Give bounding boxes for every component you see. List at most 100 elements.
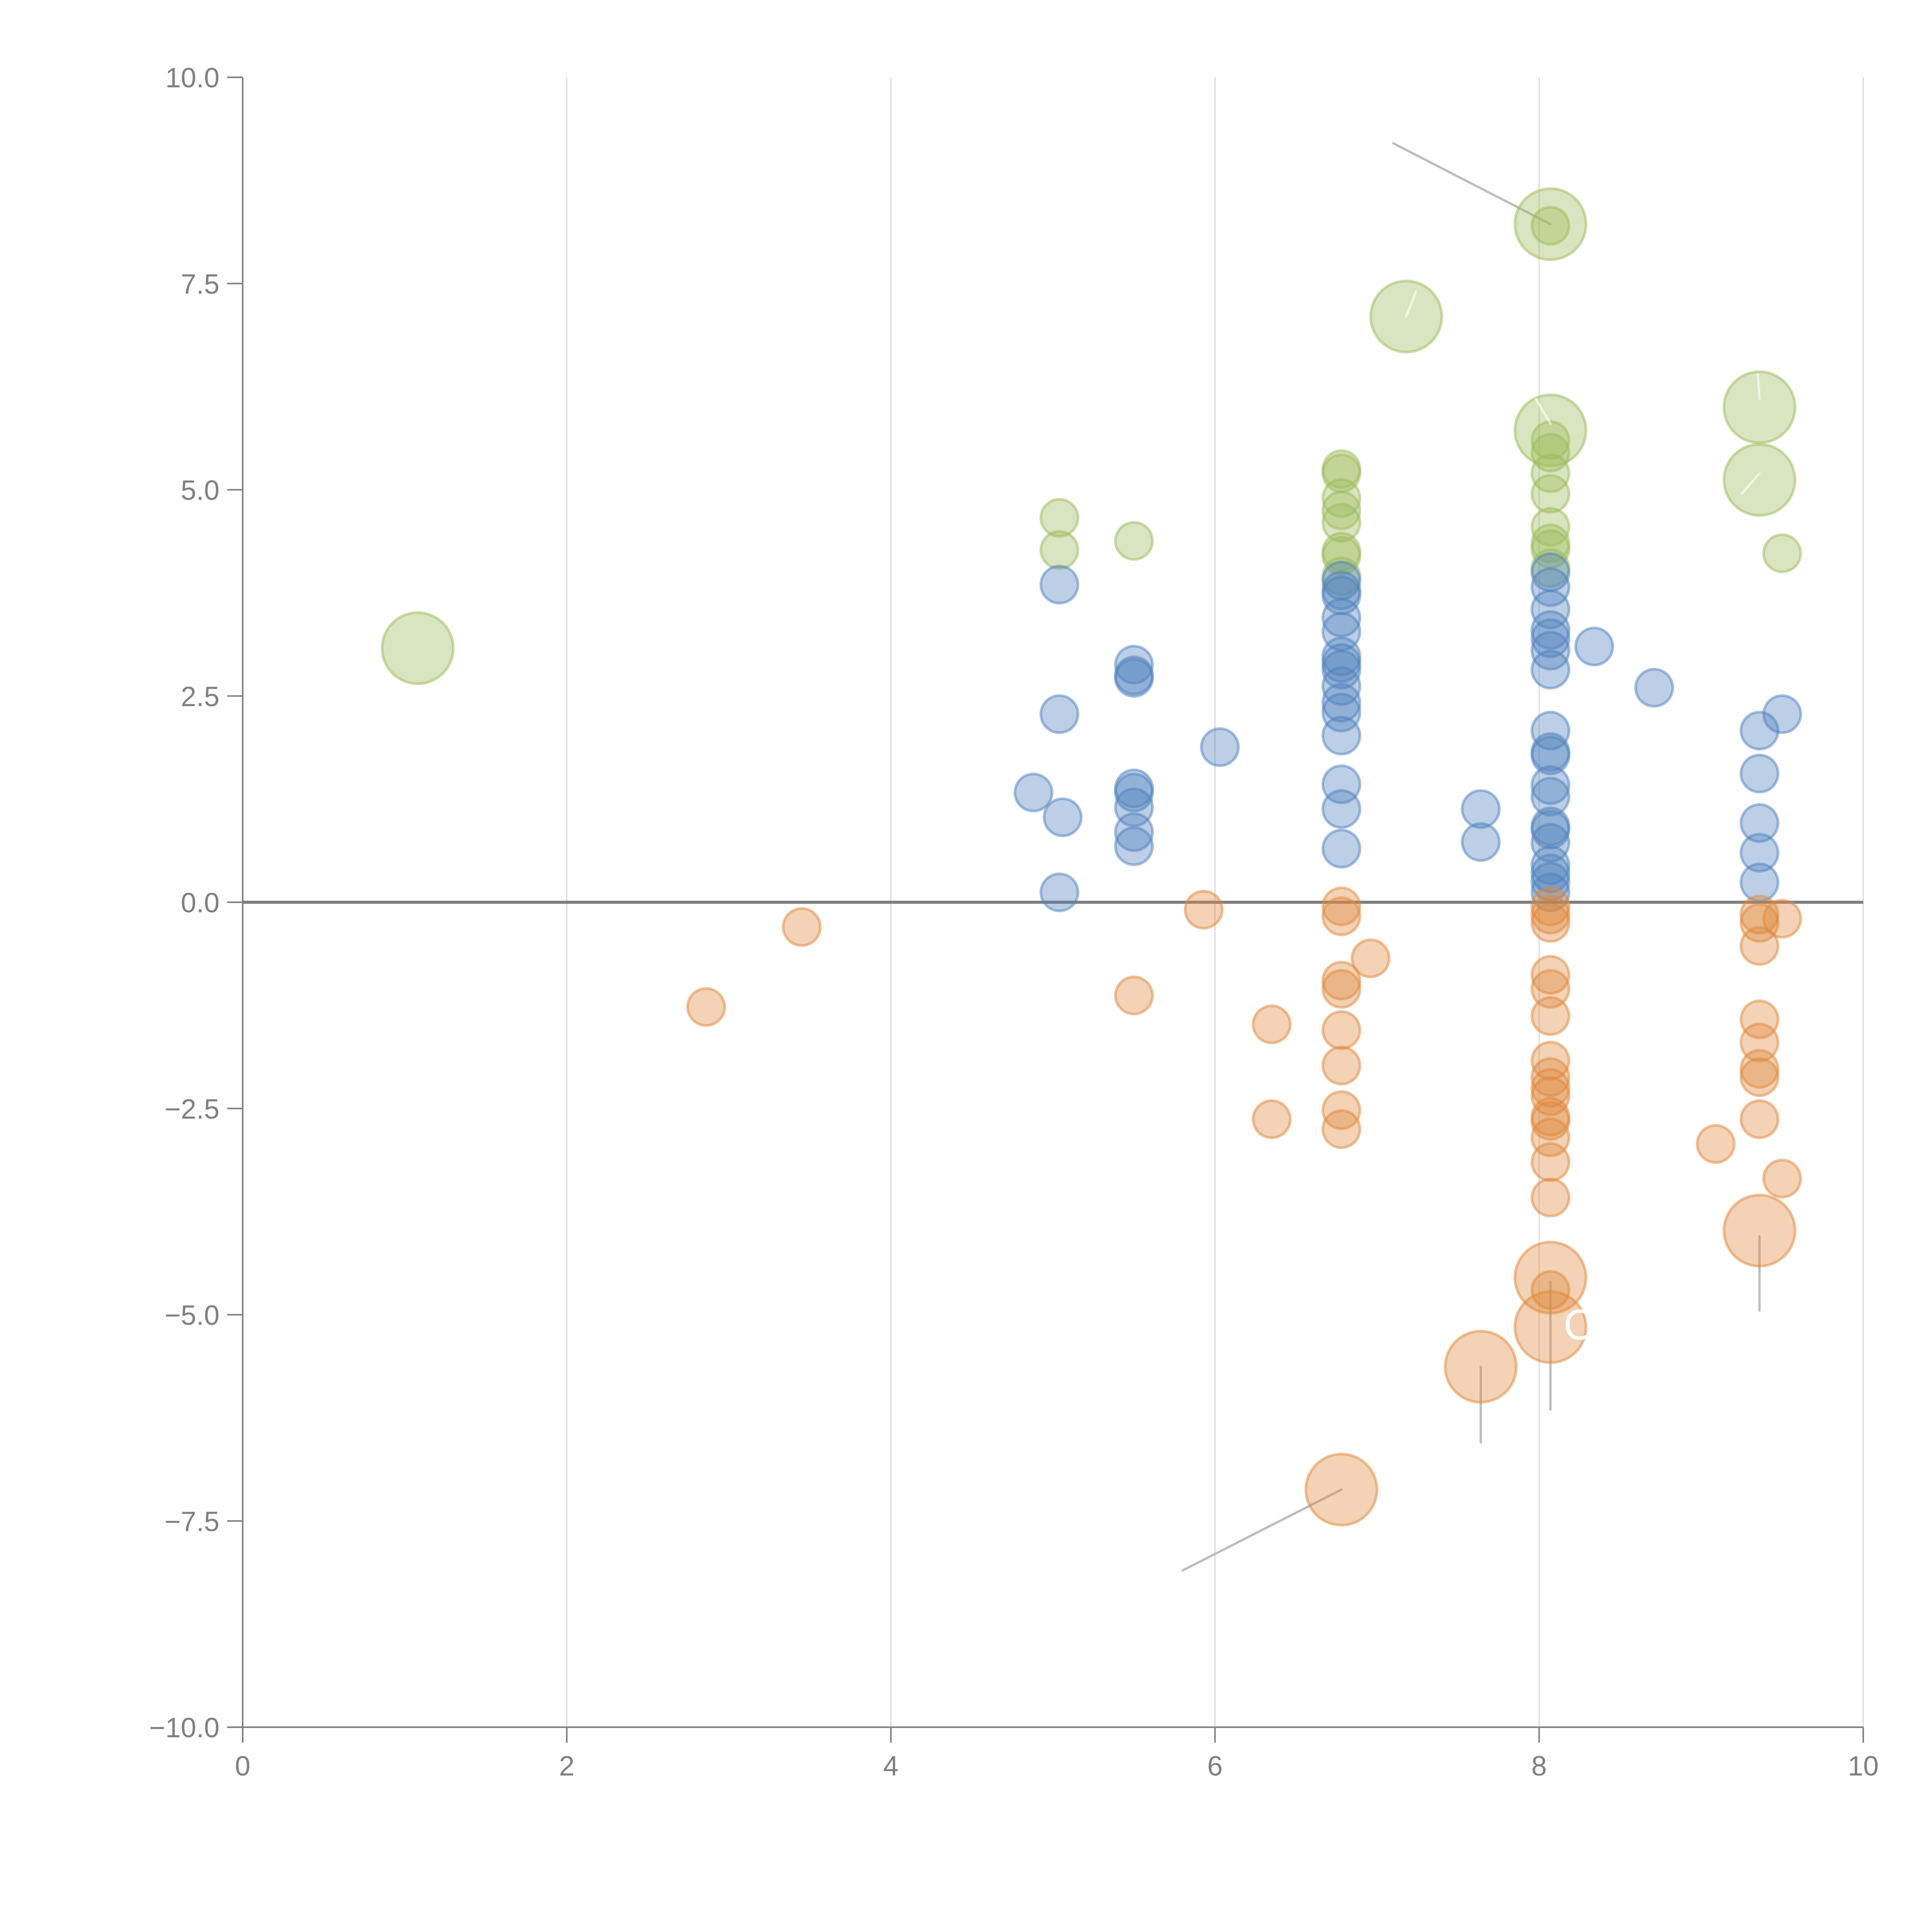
data-point-blue[interactable] bbox=[1114, 658, 1154, 698]
data-point-blue[interactable] bbox=[1321, 789, 1362, 829]
y-tick-label: 10.0 bbox=[165, 63, 219, 94]
data-point-orange[interactable] bbox=[1531, 1101, 1571, 1141]
data-point-orange[interactable] bbox=[1444, 1330, 1518, 1404]
data-point-blue[interactable] bbox=[1114, 645, 1154, 685]
data-point-orange[interactable] bbox=[1321, 969, 1362, 1009]
data-point-blue[interactable] bbox=[1531, 810, 1571, 850]
data-point-green[interactable] bbox=[1321, 490, 1362, 531]
data-point-orange[interactable] bbox=[1184, 889, 1224, 930]
data-point-orange[interactable] bbox=[1252, 1099, 1292, 1139]
data-point-blue[interactable] bbox=[1114, 826, 1154, 866]
data-point-green[interactable] bbox=[1762, 533, 1802, 573]
data-point-blue[interactable] bbox=[1039, 565, 1080, 605]
data-point-blue[interactable] bbox=[1321, 597, 1362, 638]
data-point-blue[interactable] bbox=[1740, 711, 1780, 751]
data-point-green[interactable] bbox=[1114, 521, 1154, 561]
data-point-blue[interactable] bbox=[1321, 692, 1362, 733]
leader-line bbox=[1405, 291, 1417, 318]
data-point-orange[interactable] bbox=[1514, 1290, 1588, 1364]
data-point-orange[interactable] bbox=[1531, 1142, 1571, 1182]
data-point-orange[interactable] bbox=[1723, 1194, 1797, 1268]
data-point-orange[interactable] bbox=[1531, 903, 1571, 943]
data-point-blue[interactable] bbox=[1762, 694, 1802, 734]
data-point-blue[interactable] bbox=[1039, 694, 1080, 734]
data-point-green[interactable] bbox=[1531, 206, 1571, 246]
y-tick-label: −7.5 bbox=[165, 1506, 219, 1537]
data-point-blue[interactable] bbox=[1321, 716, 1362, 756]
data-point-orange[interactable] bbox=[1304, 1452, 1379, 1527]
data-point-blue[interactable] bbox=[1531, 765, 1571, 805]
x-tick-label: 6 bbox=[1207, 1751, 1223, 1782]
annotations: C bbox=[1405, 291, 1761, 1349]
data-point-blue[interactable] bbox=[1531, 589, 1571, 629]
data-point-orange[interactable] bbox=[1740, 1057, 1780, 1097]
data-point-green[interactable] bbox=[1531, 432, 1571, 473]
data-point-blue[interactable] bbox=[1531, 777, 1571, 817]
data-point-blue[interactable] bbox=[1531, 650, 1571, 690]
x-tick-label: 2 bbox=[559, 1751, 575, 1782]
data-point-orange[interactable] bbox=[1762, 1158, 1802, 1199]
data-point-green[interactable] bbox=[1531, 453, 1571, 493]
data-point-blue[interactable] bbox=[1043, 797, 1083, 837]
data-point-orange[interactable] bbox=[1531, 969, 1571, 1009]
data-point-orange[interactable] bbox=[1321, 1109, 1362, 1149]
data-points bbox=[381, 187, 1802, 1527]
data-point-green[interactable] bbox=[1531, 507, 1571, 547]
data-point-blue[interactable] bbox=[1200, 727, 1240, 767]
data-point-green[interactable] bbox=[1039, 530, 1080, 570]
data-point-blue[interactable] bbox=[1014, 772, 1054, 813]
data-point-orange[interactable] bbox=[1321, 886, 1362, 927]
data-point-blue[interactable] bbox=[1114, 812, 1154, 852]
data-point-orange[interactable] bbox=[782, 907, 822, 947]
data-point-orange[interactable] bbox=[1531, 1041, 1571, 1081]
data-point-blue[interactable] bbox=[1740, 803, 1780, 843]
series-blue bbox=[1014, 552, 1802, 912]
data-point-blue[interactable] bbox=[1321, 650, 1362, 690]
data-point-orange[interactable] bbox=[1531, 1177, 1571, 1218]
data-point-green[interactable] bbox=[1514, 187, 1588, 261]
data-point-green[interactable] bbox=[1723, 370, 1797, 444]
data-point-orange[interactable] bbox=[1531, 955, 1571, 995]
x-tick-label: 4 bbox=[883, 1751, 899, 1782]
data-point-blue[interactable] bbox=[1461, 789, 1501, 829]
data-point-orange[interactable] bbox=[1740, 926, 1780, 966]
data-point-orange[interactable] bbox=[1252, 1004, 1292, 1044]
y-tick-label: −2.5 bbox=[165, 1094, 219, 1125]
data-point-blue[interactable] bbox=[1114, 772, 1154, 813]
data-point-orange[interactable] bbox=[1740, 999, 1780, 1039]
data-point-orange[interactable] bbox=[1740, 1099, 1780, 1139]
data-point-blue[interactable] bbox=[1321, 828, 1362, 869]
data-point-green[interactable] bbox=[381, 611, 455, 685]
data-point-green[interactable] bbox=[1531, 474, 1571, 514]
data-point-blue[interactable] bbox=[1321, 682, 1362, 723]
data-point-orange[interactable] bbox=[1531, 996, 1571, 1036]
data-point-green[interactable] bbox=[1321, 503, 1362, 543]
data-point-blue[interactable] bbox=[1740, 753, 1780, 794]
data-point-orange[interactable] bbox=[1321, 1010, 1362, 1050]
data-point-orange[interactable] bbox=[686, 987, 726, 1027]
data-point-blue[interactable] bbox=[1531, 735, 1571, 776]
data-point-blue[interactable] bbox=[1740, 833, 1780, 873]
series-green bbox=[381, 187, 1802, 685]
data-point-blue[interactable] bbox=[1531, 567, 1571, 607]
annotation-label: C bbox=[1563, 1301, 1594, 1349]
data-point-blue[interactable] bbox=[1634, 668, 1674, 708]
data-point-blue[interactable] bbox=[1531, 618, 1571, 658]
data-point-orange[interactable] bbox=[1321, 1046, 1362, 1086]
data-point-blue[interactable] bbox=[1461, 822, 1501, 862]
data-point-orange[interactable] bbox=[1321, 896, 1362, 936]
data-point-blue[interactable] bbox=[1531, 872, 1571, 912]
data-point-blue[interactable] bbox=[1740, 862, 1780, 903]
data-point-blue[interactable] bbox=[1039, 872, 1080, 912]
data-point-orange[interactable] bbox=[1531, 1270, 1571, 1310]
data-point-green[interactable] bbox=[1723, 443, 1797, 517]
data-point-orange[interactable] bbox=[1114, 975, 1154, 1015]
data-point-blue[interactable] bbox=[1531, 823, 1571, 863]
data-point-orange[interactable] bbox=[1762, 899, 1802, 939]
data-point-green[interactable] bbox=[1039, 498, 1080, 538]
data-point-orange[interactable] bbox=[1696, 1124, 1736, 1164]
data-point-orange[interactable] bbox=[1350, 938, 1391, 978]
y-tick-label: −5.0 bbox=[165, 1300, 219, 1331]
y-tick-label: −10.0 bbox=[149, 1713, 219, 1743]
data-point-blue[interactable] bbox=[1574, 626, 1614, 667]
